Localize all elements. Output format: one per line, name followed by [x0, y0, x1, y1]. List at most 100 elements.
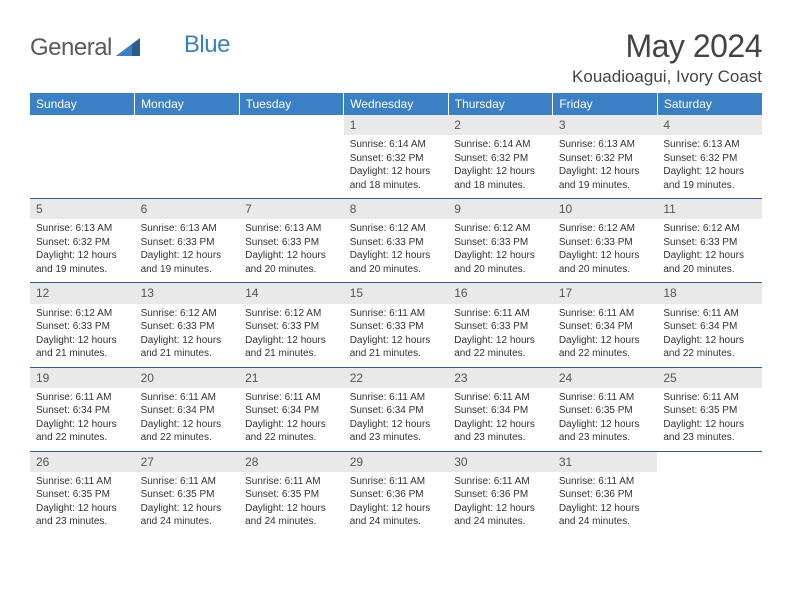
calendar-day-cell: 31Sunrise: 6:11 AMSunset: 6:36 PMDayligh… — [553, 451, 658, 535]
sunrise-text: Sunrise: 6:11 AM — [559, 475, 652, 489]
calendar-day-cell: 9Sunrise: 6:12 AMSunset: 6:33 PMDaylight… — [448, 199, 553, 283]
sunset-text: Sunset: 6:33 PM — [36, 320, 129, 334]
sunrise-text: Sunrise: 6:14 AM — [454, 138, 547, 152]
sunrise-text: Sunrise: 6:12 AM — [141, 307, 234, 321]
calendar-day-cell: 4Sunrise: 6:13 AMSunset: 6:32 PMDaylight… — [657, 115, 762, 199]
calendar-day-cell — [135, 115, 240, 199]
daylight-text: Daylight: 12 hours and 24 minutes. — [454, 502, 547, 529]
sunset-text: Sunset: 6:33 PM — [350, 236, 443, 250]
page-header: General Blue May 2024 Kouadioagui, Ivory… — [30, 28, 762, 87]
sunset-text: Sunset: 6:35 PM — [141, 488, 234, 502]
sunrise-text: Sunrise: 6:11 AM — [454, 475, 547, 489]
sunrise-text: Sunrise: 6:11 AM — [36, 475, 129, 489]
sunset-text: Sunset: 6:33 PM — [141, 320, 234, 334]
calendar-day-cell: 27 Sunrise: 6:11 AMSunset: 6:35 PMDayligh… — [135, 451, 240, 535]
sunrise-text: Sunrise: 6:11 AM — [350, 307, 443, 321]
calendar-body: 1Sunrise: 6:14 AMSunset: 6:32 PMDaylight… — [30, 115, 762, 535]
daylight-text: Daylight: 12 hours and 23 minutes. — [559, 418, 652, 445]
daylight-text: Daylight: 12 hours and 22 minutes. — [663, 334, 756, 361]
day-details: Sunrise: 6:12 AMSunset: 6:33 PMDaylight:… — [139, 307, 236, 361]
day-details: Sunrise: 6:11 AMSunset: 6:34 PMDaylight:… — [452, 391, 549, 445]
daylight-text: Daylight: 12 hours and 21 minutes. — [36, 334, 129, 361]
sunset-text: Sunset: 6:32 PM — [559, 152, 652, 166]
calendar-day-cell: 20Sunrise: 6:11 AMSunset: 6:34 PMDayligh… — [135, 367, 240, 451]
sunset-text: Sunset: 6:33 PM — [454, 320, 547, 334]
sunset-text: Sunset: 6:32 PM — [663, 152, 756, 166]
weekday-header: Saturday — [657, 93, 762, 115]
calendar-day-cell: 10Sunrise: 6:12 AMSunset: 6:33 PMDayligh… — [553, 199, 658, 283]
brand-logo: General Blue — [30, 34, 230, 62]
day-number: 13 — [135, 283, 240, 303]
day-number: 30 — [448, 452, 553, 472]
sunrise-text: Sunrise: 6:14 AM — [350, 138, 443, 152]
day-number: 26 — [30, 452, 135, 472]
day-number: 24 — [553, 368, 658, 388]
sunset-text: Sunset: 6:34 PM — [141, 404, 234, 418]
day-number — [239, 115, 344, 135]
day-number: 9 — [448, 199, 553, 219]
day-number: 11 — [657, 199, 762, 219]
day-details: Sunrise: 6:13 AMSunset: 6:32 PMDaylight:… — [661, 138, 758, 192]
sunrise-text: Sunrise: 6:13 AM — [663, 138, 756, 152]
calendar-day-cell: 21Sunrise: 6:11 AMSunset: 6:34 PMDayligh… — [239, 367, 344, 451]
calendar-day-cell — [30, 115, 135, 199]
daylight-text: Daylight: 12 hours and 20 minutes. — [245, 249, 338, 276]
day-details: Sunrise: 6:13 AMSunset: 6:33 PMDaylight:… — [243, 222, 340, 276]
sunset-text: Sunset: 6:32 PM — [454, 152, 547, 166]
daylight-text: Daylight: 12 hours and 22 minutes. — [454, 334, 547, 361]
daylight-text: Daylight: 12 hours and 20 minutes. — [454, 249, 547, 276]
sunrise-text: Sunrise: 6:11 AM — [559, 307, 652, 321]
sunrise-text: Sunrise: 6:13 AM — [559, 138, 652, 152]
calendar-week-row: 1Sunrise: 6:14 AMSunset: 6:32 PMDaylight… — [30, 115, 762, 199]
daylight-text: Daylight: 12 hours and 24 minutes. — [245, 502, 338, 529]
day-number: 8 — [344, 199, 449, 219]
calendar-day-cell: 3Sunrise: 6:13 AMSunset: 6:32 PMDaylight… — [553, 115, 658, 199]
day-number: 12 — [30, 283, 135, 303]
day-number: 17 — [553, 283, 658, 303]
calendar-page: General Blue May 2024 Kouadioagui, Ivory… — [0, 0, 792, 555]
daylight-text: Daylight: 12 hours and 20 minutes. — [559, 249, 652, 276]
calendar-day-cell: 1Sunrise: 6:14 AMSunset: 6:32 PMDaylight… — [344, 115, 449, 199]
daylight-text: Daylight: 12 hours and 19 minutes. — [141, 249, 234, 276]
day-number: 7 — [239, 199, 344, 219]
day-details: Sunrise: 6:11 AMSunset: 6:35 PMDaylight:… — [34, 475, 131, 529]
calendar-day-cell: 14Sunrise: 6:12 AMSunset: 6:33 PMDayligh… — [239, 283, 344, 367]
day-number: 28 — [239, 452, 344, 472]
sunset-text: Sunset: 6:35 PM — [245, 488, 338, 502]
day-number: 25 — [657, 368, 762, 388]
location-label: Kouadioagui, Ivory Coast — [572, 67, 762, 87]
calendar-day-cell: 17Sunrise: 6:11 AMSunset: 6:34 PMDayligh… — [553, 283, 658, 367]
day-number — [657, 452, 762, 472]
calendar-day-cell: 29Sunrise: 6:11 AMSunset: 6:36 PMDayligh… — [344, 451, 449, 535]
daylight-text: Daylight: 12 hours and 24 minutes. — [350, 502, 443, 529]
daylight-text: Daylight: 12 hours and 22 minutes. — [36, 418, 129, 445]
calendar-day-cell — [657, 451, 762, 535]
calendar-day-cell: 30Sunrise: 6:11 AMSunset: 6:36 PMDayligh… — [448, 451, 553, 535]
sunrise-text: Sunrise: 6:11 AM — [559, 391, 652, 405]
calendar-day-cell: 26 Sunrise: 6:11 AMSunset: 6:35 PMDayligh… — [30, 451, 135, 535]
day-number: 31 — [553, 452, 658, 472]
day-number: 27 — [135, 452, 240, 472]
sunset-text: Sunset: 6:34 PM — [245, 404, 338, 418]
calendar-day-cell: 8 Sunrise: 6:12 AMSunset: 6:33 PMDaylight… — [344, 199, 449, 283]
sunrise-text: Sunrise: 6:11 AM — [141, 475, 234, 489]
day-details: Sunrise: 6:11 AMSunset: 6:35 PMDaylight:… — [243, 475, 340, 529]
calendar-day-cell: 6Sunrise: 6:13 AMSunset: 6:33 PMDaylight… — [135, 199, 240, 283]
sunset-text: Sunset: 6:34 PM — [663, 320, 756, 334]
sunrise-text: Sunrise: 6:11 AM — [36, 391, 129, 405]
sunset-text: Sunset: 6:35 PM — [559, 404, 652, 418]
weekday-header: Thursday — [448, 93, 553, 115]
calendar-day-cell: 18Sunrise: 6:11 AMSunset: 6:34 PMDayligh… — [657, 283, 762, 367]
calendar-day-cell: 11Sunrise: 6:12 AMSunset: 6:33 PMDayligh… — [657, 199, 762, 283]
sunset-text: Sunset: 6:35 PM — [36, 488, 129, 502]
daylight-text: Daylight: 12 hours and 18 minutes. — [454, 165, 547, 192]
sunrise-text: Sunrise: 6:11 AM — [245, 391, 338, 405]
daylight-text: Daylight: 12 hours and 24 minutes. — [141, 502, 234, 529]
sunset-text: Sunset: 6:32 PM — [36, 236, 129, 250]
sunset-text: Sunset: 6:34 PM — [350, 404, 443, 418]
sunset-text: Sunset: 6:33 PM — [245, 320, 338, 334]
sunset-text: Sunset: 6:36 PM — [350, 488, 443, 502]
daylight-text: Daylight: 12 hours and 20 minutes. — [663, 249, 756, 276]
day-details: Sunrise: 6:12 AMSunset: 6:33 PMDaylight:… — [348, 222, 445, 276]
sunrise-text: Sunrise: 6:12 AM — [36, 307, 129, 321]
